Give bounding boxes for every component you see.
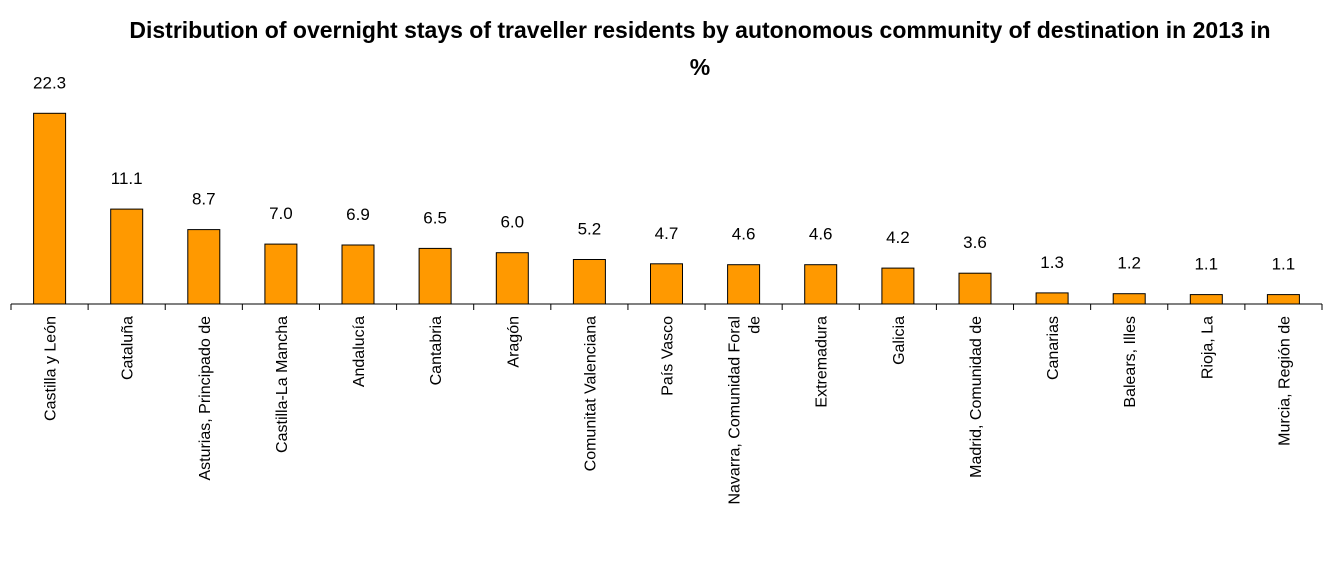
category-label: Aragón xyxy=(505,316,522,368)
value-label: 1.1 xyxy=(1194,255,1218,274)
bar xyxy=(1189,294,1223,305)
bar xyxy=(881,267,915,305)
value-label: 22.3 xyxy=(33,73,66,92)
bar xyxy=(341,244,375,305)
category-label-line: Castilla-La Mancha xyxy=(274,316,291,453)
category-label: Castilla y León xyxy=(43,316,60,421)
bar xyxy=(572,259,606,305)
category-label-line: País Vasco xyxy=(660,316,677,396)
category-labels-group: Castilla y León Cataluña Asturias, Princip… xyxy=(43,316,1294,505)
category-label-line: Canarias xyxy=(1045,316,1062,380)
category-label-line: Madrid, Comunidad de xyxy=(968,316,985,478)
category-label: Comunitat Valenciana xyxy=(582,316,599,471)
value-labels-group: 22.3 11.1 8.7 7.0 6.9 6.5 6.0 5.2 4.7 4.6 4.6 4.2 3.… xyxy=(33,73,1295,273)
value-label: 8.7 xyxy=(192,190,216,209)
value-label: 11.1 xyxy=(111,169,143,188)
category-label: Cataluña xyxy=(120,316,137,380)
bar xyxy=(958,272,992,305)
category-label: Cantabria xyxy=(428,316,445,385)
bar xyxy=(650,263,683,305)
chart-title: Distribution of overnight stays of trave… xyxy=(129,17,1271,80)
category-label: Galicia xyxy=(891,316,908,365)
category-label-line: Asturias, Principado de xyxy=(197,316,214,481)
bar xyxy=(33,112,67,305)
value-label: 6.0 xyxy=(500,213,524,232)
value-label: 7.0 xyxy=(269,204,293,223)
category-label-line: Castilla y León xyxy=(43,316,60,421)
category-label-line: Andalucía xyxy=(351,316,368,387)
value-label: 4.2 xyxy=(886,228,910,247)
value-label: 1.3 xyxy=(1040,253,1064,272)
category-label-line: Extremadura xyxy=(814,316,831,408)
bar xyxy=(1112,293,1146,305)
category-label-line: Balears, Illes xyxy=(1122,316,1139,408)
bar xyxy=(110,208,144,305)
value-label: 6.9 xyxy=(346,205,370,224)
category-label-line: Rioja, La xyxy=(1199,316,1216,379)
category-label-line: Cataluña xyxy=(120,316,137,380)
category-label: Andalucía xyxy=(351,316,368,387)
bar xyxy=(804,264,838,305)
bar xyxy=(727,264,761,305)
value-label: 6.5 xyxy=(423,208,447,227)
category-label: País Vasco xyxy=(660,316,677,396)
category-label-line: Navarra, Comunidad Foral xyxy=(727,316,744,505)
value-label: 3.6 xyxy=(963,233,987,252)
category-label-line: Galicia xyxy=(891,316,908,365)
category-label-line: Cantabria xyxy=(428,316,445,385)
value-label: 1.1 xyxy=(1272,255,1296,274)
category-label-line: de xyxy=(747,316,764,334)
bar xyxy=(1035,292,1069,305)
category-label: Madrid, Comunidad de xyxy=(968,316,985,478)
bar xyxy=(1266,294,1300,305)
value-label: 4.6 xyxy=(732,225,756,244)
category-label-line: Comunitat Valenciana xyxy=(582,316,599,471)
value-label: 5.2 xyxy=(578,220,602,239)
category-label: Asturias, Principado de xyxy=(197,316,214,481)
bars-group xyxy=(33,112,1300,305)
category-label: Rioja, La xyxy=(1199,316,1216,379)
category-label: Balears, Illes xyxy=(1122,316,1139,408)
value-label: 1.2 xyxy=(1117,254,1141,273)
value-label: 4.7 xyxy=(655,224,679,243)
category-label: Canarias xyxy=(1045,316,1062,380)
category-label-line: Aragón xyxy=(505,316,522,368)
bar xyxy=(418,247,452,305)
bar xyxy=(264,243,298,305)
bar xyxy=(495,252,529,305)
category-label: Extremadura xyxy=(814,316,831,408)
category-label: Castilla-La Mancha xyxy=(274,316,291,453)
bar xyxy=(187,229,221,305)
x-ticks-group xyxy=(10,304,1323,310)
category-label-line: Murcia, Región de xyxy=(1276,316,1293,446)
category-label: Murcia, Región de xyxy=(1276,316,1293,446)
category-label: Navarra, Comunidad Foral de xyxy=(727,316,764,505)
value-label: 4.6 xyxy=(809,225,833,244)
